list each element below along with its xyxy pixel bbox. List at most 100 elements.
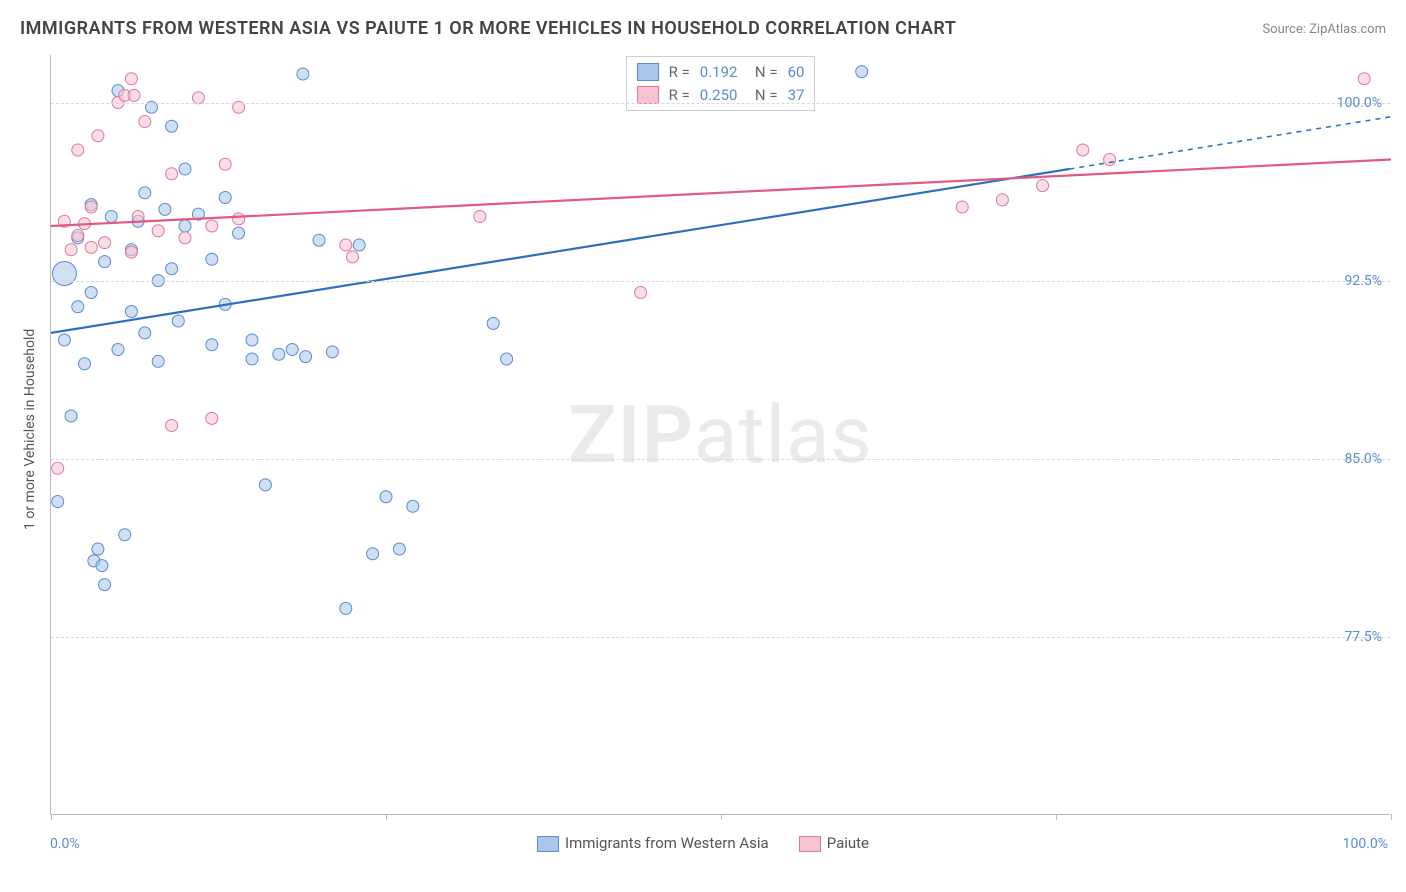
data-point xyxy=(233,213,245,225)
data-point xyxy=(119,529,131,541)
x-tick-mark xyxy=(386,814,387,820)
legend-item: Immigrants from Western Asia xyxy=(537,834,769,852)
data-point xyxy=(219,192,231,204)
data-point xyxy=(72,144,84,156)
data-point xyxy=(313,234,325,246)
data-point xyxy=(856,66,868,78)
trend-line xyxy=(51,169,1069,333)
data-point xyxy=(1358,73,1370,85)
chart-title: IMMIGRANTS FROM WESTERN ASIA VS PAIUTE 1… xyxy=(20,18,956,39)
legend-r-label: R = xyxy=(669,61,690,84)
data-point xyxy=(99,256,111,268)
x-tick-mark xyxy=(721,814,722,820)
data-point xyxy=(99,579,111,591)
data-point xyxy=(206,253,218,265)
chart-svg xyxy=(51,55,1390,814)
data-point xyxy=(85,287,97,299)
data-point xyxy=(487,317,499,329)
data-point xyxy=(166,120,178,132)
data-point xyxy=(347,251,359,263)
data-point xyxy=(128,89,140,101)
data-point xyxy=(340,239,352,251)
trend-line xyxy=(51,160,1391,227)
data-point xyxy=(105,211,117,223)
data-point xyxy=(166,168,178,180)
data-point xyxy=(297,68,309,80)
data-point xyxy=(300,351,312,363)
data-point xyxy=(72,230,84,242)
legend-swatch xyxy=(637,86,659,104)
y-tick-label: 100.0% xyxy=(1337,95,1382,111)
data-point xyxy=(219,158,231,170)
y-tick-label: 77.5% xyxy=(1344,629,1382,645)
data-point xyxy=(166,263,178,275)
legend-label: Paiute xyxy=(827,834,869,852)
legend-label: Immigrants from Western Asia xyxy=(565,834,769,852)
legend-swatch xyxy=(637,63,659,81)
x-tick-mark xyxy=(1056,814,1057,820)
legend-row: R = 0.192 N = 60 xyxy=(637,61,805,84)
data-point xyxy=(956,201,968,213)
data-point xyxy=(152,225,164,237)
data-point xyxy=(65,410,77,422)
data-point xyxy=(501,353,513,365)
data-point xyxy=(206,339,218,351)
data-point xyxy=(179,220,191,232)
data-point xyxy=(206,220,218,232)
data-point xyxy=(112,344,124,356)
data-point xyxy=(96,560,108,572)
gridline xyxy=(51,281,1390,282)
data-point xyxy=(340,602,352,614)
data-point xyxy=(85,241,97,253)
x-tick-mark xyxy=(1391,814,1392,820)
data-point xyxy=(326,346,338,358)
data-point xyxy=(635,287,647,299)
data-point xyxy=(246,334,258,346)
gridline xyxy=(51,459,1390,460)
data-point xyxy=(1104,154,1116,166)
data-point xyxy=(85,201,97,213)
data-point xyxy=(52,496,64,508)
legend-n-label: N = xyxy=(747,61,777,84)
y-tick-label: 92.5% xyxy=(1344,273,1382,289)
x-tick-mark xyxy=(51,814,52,820)
data-point xyxy=(92,543,104,555)
x-tick-max: 100.0% xyxy=(1343,836,1388,852)
data-point xyxy=(233,227,245,239)
data-point xyxy=(125,306,137,318)
source-value: ZipAtlas.com xyxy=(1309,22,1386,37)
data-point xyxy=(65,244,77,256)
data-point xyxy=(52,462,64,474)
data-point xyxy=(1037,180,1049,192)
data-point xyxy=(367,548,379,560)
data-point xyxy=(139,327,151,339)
x-tick-min: 0.0% xyxy=(50,836,80,852)
data-point xyxy=(179,163,191,175)
data-point xyxy=(179,232,191,244)
y-tick-label: 85.0% xyxy=(1344,451,1382,467)
data-point xyxy=(206,412,218,424)
data-point xyxy=(139,116,151,128)
data-point xyxy=(259,479,271,491)
legend-n-value: 60 xyxy=(788,61,805,84)
gridline xyxy=(51,637,1390,638)
data-point xyxy=(99,237,111,249)
data-point xyxy=(407,500,419,512)
data-point xyxy=(139,187,151,199)
data-point xyxy=(286,344,298,356)
legend-swatch xyxy=(799,836,821,852)
data-point xyxy=(52,262,76,286)
y-axis-label: 1 or more Vehicles in Household xyxy=(22,329,38,530)
data-point xyxy=(58,334,70,346)
data-point xyxy=(393,543,405,555)
data-point xyxy=(273,348,285,360)
data-point xyxy=(996,194,1008,206)
source-attribution: Source: ZipAtlas.com xyxy=(1262,22,1386,37)
data-point xyxy=(79,358,91,370)
data-point xyxy=(172,315,184,327)
legend-r-value: 0.192 xyxy=(700,61,738,84)
legend-item: Paiute xyxy=(799,834,869,852)
data-point xyxy=(166,420,178,432)
data-point xyxy=(125,73,137,85)
series-legend: Immigrants from Western Asia Paiute xyxy=(537,834,869,852)
